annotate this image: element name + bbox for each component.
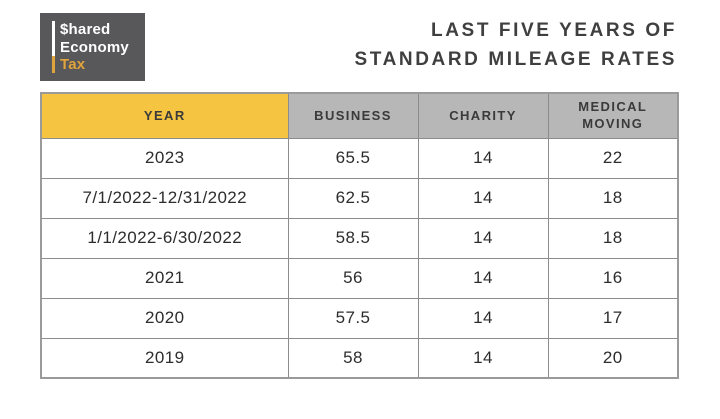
logo-line-tax: Tax bbox=[60, 56, 86, 73]
header-cell-medical-moving: MEDICAL MOVING bbox=[547, 92, 679, 139]
shared-economy-tax-logo: $hared Economy Tax bbox=[40, 13, 145, 81]
table-row: 7/1/2022-12/31/2022 62.5 14 18 bbox=[40, 177, 679, 219]
cell-business: 58.5 bbox=[287, 217, 419, 259]
cell-medical-moving: 18 bbox=[547, 177, 679, 219]
table-row: 2019 58 14 20 bbox=[40, 337, 679, 379]
cell-business: 58 bbox=[287, 337, 419, 379]
cell-charity: 14 bbox=[417, 217, 549, 259]
cell-charity: 14 bbox=[417, 297, 549, 339]
cell-medical-moving: 18 bbox=[547, 217, 679, 259]
logo-text: $hared Economy Tax bbox=[55, 21, 129, 73]
logo-line-shared: $hared bbox=[60, 21, 111, 38]
cell-medical-moving: 22 bbox=[547, 137, 679, 179]
page-title: LAST FIVE YEARS OF STANDARD MILEAGE RATE… bbox=[355, 16, 678, 74]
logo-accent-white bbox=[52, 21, 55, 57]
cell-charity: 14 bbox=[417, 177, 549, 219]
cell-year: 2021 bbox=[40, 257, 289, 299]
header-cell-year: YEAR bbox=[40, 92, 289, 139]
cell-business: 65.5 bbox=[287, 137, 419, 179]
cell-year: 7/1/2022-12/31/2022 bbox=[40, 177, 289, 219]
cell-business: 56 bbox=[287, 257, 419, 299]
table-header-row: YEAR BUSINESS CHARITY MEDICAL MOVING bbox=[40, 92, 679, 139]
cell-medical-moving: 16 bbox=[547, 257, 679, 299]
cell-business: 62.5 bbox=[287, 177, 419, 219]
cell-business: 57.5 bbox=[287, 297, 419, 339]
cell-charity: 14 bbox=[417, 137, 549, 179]
cell-year: 2019 bbox=[40, 337, 289, 379]
header-cell-charity: CHARITY bbox=[417, 92, 549, 139]
cell-year: 2020 bbox=[40, 297, 289, 339]
cell-year: 1/1/2022-6/30/2022 bbox=[40, 217, 289, 259]
cell-medical-moving: 17 bbox=[547, 297, 679, 339]
cell-charity: 14 bbox=[417, 337, 549, 379]
logo-accent-bar bbox=[52, 21, 55, 73]
table-row: 2021 56 14 16 bbox=[40, 257, 679, 299]
cell-medical-moving: 20 bbox=[547, 337, 679, 379]
cell-charity: 14 bbox=[417, 257, 549, 299]
table-row: 2023 65.5 14 22 bbox=[40, 137, 679, 179]
table-row: 2020 57.5 14 17 bbox=[40, 297, 679, 339]
page-title-line2: STANDARD MILEAGE RATES bbox=[354, 49, 677, 70]
table-row: 1/1/2022-6/30/2022 58.5 14 18 bbox=[40, 217, 679, 259]
page-title-line1: LAST FIVE YEARS OF bbox=[431, 20, 677, 41]
logo-accent-gold bbox=[52, 56, 55, 73]
mileage-rates-table: YEAR BUSINESS CHARITY MEDICAL MOVING 202… bbox=[40, 92, 679, 379]
cell-year: 2023 bbox=[40, 137, 289, 179]
header-cell-business: BUSINESS bbox=[287, 92, 419, 139]
logo-line-economy: Economy bbox=[60, 38, 129, 56]
